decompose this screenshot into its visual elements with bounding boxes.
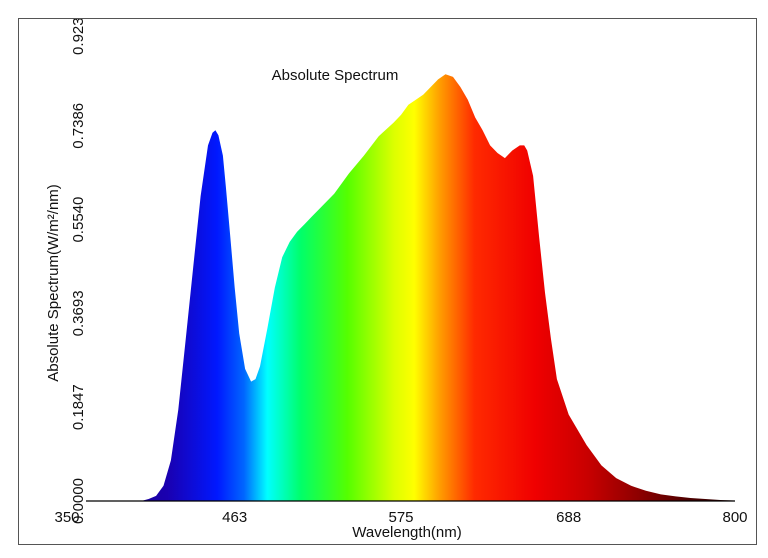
chart-frame: 350 463 575 688 800 0.0000 0.1847 0.3693 0.5540… bbox=[18, 18, 757, 545]
y-axis-title: Absolute Spectrum(W/m²/nm) bbox=[45, 184, 62, 382]
x-tick-label: 575 bbox=[388, 509, 413, 526]
x-axis-title: Wavelength(nm) bbox=[352, 524, 461, 541]
x-tick-label: 688 bbox=[556, 509, 581, 526]
y-tick-label: 0.5540 bbox=[70, 197, 87, 243]
y-tick-label: 0.0000 bbox=[70, 478, 87, 524]
y-tick-label: 0.7386 bbox=[70, 103, 87, 149]
spectrum-chart: 350 463 575 688 800 0.0000 0.1847 0.3693 0.5540… bbox=[45, 19, 748, 541]
chart-title: Absolute Spectrum bbox=[272, 67, 399, 84]
y-tick-labels: 0.0000 0.1847 0.3693 0.5540 0.7386 0.9233 bbox=[70, 19, 87, 524]
y-tick-label: 0.9233 bbox=[70, 19, 87, 55]
y-tick-label: 0.1847 bbox=[70, 384, 87, 430]
y-tick-label: 0.3693 bbox=[70, 290, 87, 336]
x-tick-label: 350 bbox=[54, 509, 79, 526]
x-tick-label: 463 bbox=[222, 509, 247, 526]
x-tick-labels: 350 463 575 688 800 bbox=[54, 509, 747, 526]
x-tick-label: 800 bbox=[722, 509, 747, 526]
spectrum-area bbox=[67, 74, 735, 502]
